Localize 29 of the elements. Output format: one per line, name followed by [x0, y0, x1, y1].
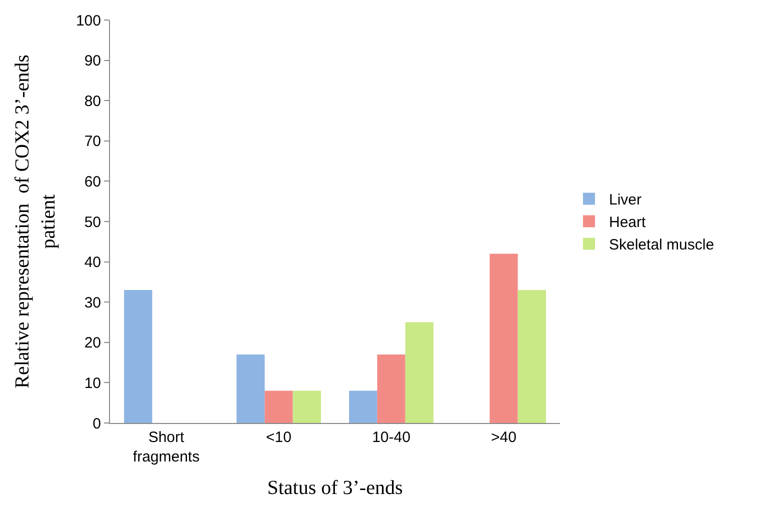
bar: [518, 290, 546, 423]
y-tick-label: 90: [84, 52, 101, 70]
y-tick-label: 20: [84, 334, 101, 352]
y-tick-label: 40: [84, 254, 101, 272]
x-tick-label: Short fragments: [132, 429, 200, 466]
y-tick-label: 100: [76, 12, 101, 30]
bar: [264, 390, 293, 423]
legend-label: Skeletal muscle: [609, 236, 714, 254]
legend-label: Heart: [609, 214, 647, 232]
x-tick-label: >40: [491, 429, 516, 446]
y-tick-label: 70: [84, 133, 101, 150]
y-axis-title: Relative representation of COX2 3’-ends patient: [11, 54, 60, 388]
bar: [349, 390, 378, 423]
y-tick-label: 60: [84, 173, 101, 190]
x-tick-label: <10: [266, 429, 292, 446]
legend-label: Liver: [609, 192, 642, 209]
y-tick-label: 80: [84, 92, 101, 110]
bar: [405, 322, 434, 423]
y-tick-label: 0: [92, 415, 101, 432]
y-tick-label: 50: [84, 214, 101, 231]
bar: [292, 390, 321, 423]
bar: [236, 354, 265, 423]
bar: [490, 254, 518, 423]
x-tick-label: 10-40: [372, 429, 410, 446]
bar: [124, 290, 152, 423]
bar: [377, 354, 406, 423]
x-axis-title: Status of 3’-ends: [267, 477, 403, 499]
y-tick-label: 30: [84, 294, 101, 312]
y-tick-label: 10: [84, 374, 101, 392]
